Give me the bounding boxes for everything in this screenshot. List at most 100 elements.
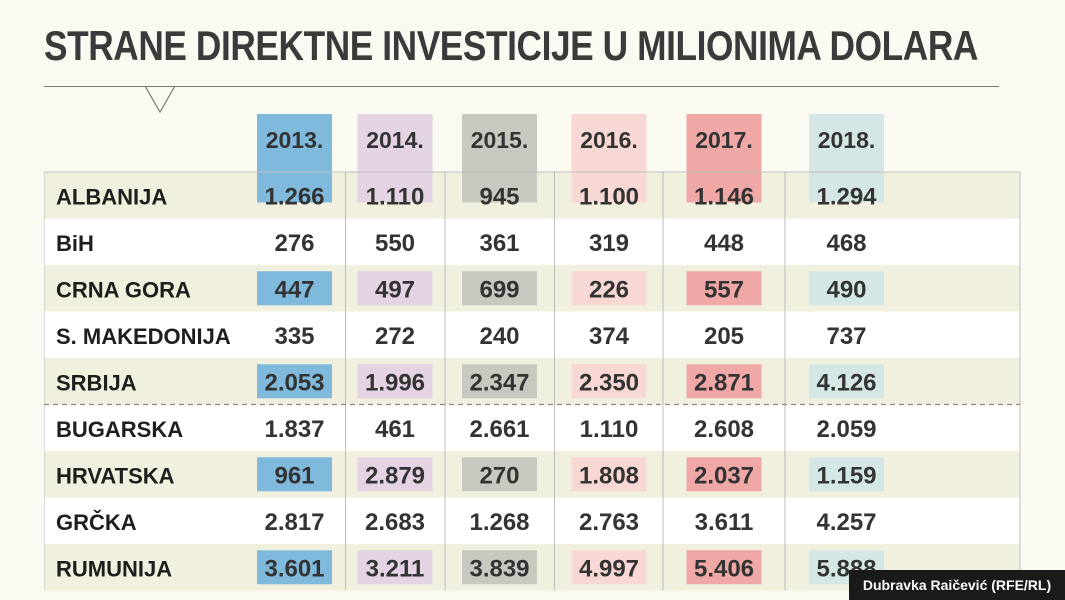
value-cell: 3.601 — [264, 555, 324, 582]
value-cell: 1.110 — [366, 183, 425, 210]
value-cell: 4.257 — [816, 509, 876, 536]
title-rule — [44, 86, 999, 87]
value-cell-highlight — [357, 364, 433, 399]
year-header: 2015. — [471, 127, 529, 153]
value-cell-highlight — [571, 271, 647, 306]
value-cell-highlight — [571, 364, 647, 399]
year-header: 2013. — [266, 127, 324, 153]
value-cell: 490 — [826, 276, 866, 303]
value-cell: 1.159 — [816, 462, 876, 489]
investment-table: 2013. 2014. 2015. 2016. 2017. 2018. ALBANIJA 1.… — [44, 114, 1021, 591]
value-cell: 1.146 — [694, 183, 754, 210]
value-cell: 737 — [826, 323, 866, 350]
table-row — [44, 218, 1020, 265]
value-cell: 2.683 — [365, 509, 425, 536]
value-cell: 497 — [375, 276, 415, 303]
title-pointer — [145, 86, 176, 114]
year-header-highlight — [686, 114, 762, 203]
year-header: 2018. — [818, 127, 876, 153]
value-cell: 205 — [704, 323, 744, 350]
value-cell-highlight — [257, 457, 332, 492]
country-label: S. MAKEDONIJA — [56, 324, 231, 349]
country-label: SRBIJA — [56, 370, 137, 395]
value-cell: 550 — [375, 230, 415, 257]
value-cell-highlight — [357, 550, 433, 585]
country-label: RUMUNIJA — [56, 556, 172, 581]
country-label: CRNA GORA — [56, 277, 191, 302]
value-cell: 272 — [375, 323, 415, 350]
value-cell: 1.110 — [580, 416, 639, 443]
value-cell: 1.100 — [579, 183, 639, 210]
value-cell: 319 — [589, 230, 629, 257]
value-cell-highlight — [571, 550, 647, 585]
value-cell: 3.611 — [695, 509, 754, 536]
value-cell-highlight — [686, 550, 762, 585]
value-cell: 2.059 — [816, 416, 876, 443]
value-cell: 961 — [274, 462, 314, 489]
value-cell: 361 — [479, 230, 519, 257]
value-cell: 270 — [479, 462, 519, 489]
value-cell: 1.266 — [264, 183, 324, 210]
table-row — [44, 311, 1020, 358]
value-cell: 1.837 — [264, 416, 324, 443]
value-cell-highlight — [809, 271, 884, 306]
value-cell: 468 — [826, 230, 866, 257]
value-cell: 5.406 — [694, 555, 754, 582]
value-cell-highlight — [809, 457, 884, 492]
value-cell: 461 — [375, 416, 415, 443]
year-header-highlight — [257, 114, 332, 203]
value-cell-highlight — [257, 550, 332, 585]
value-cell-highlight — [809, 364, 884, 399]
value-cell: 1.294 — [816, 183, 877, 210]
value-cell: 1.268 — [469, 509, 529, 536]
year-header: 2017. — [695, 127, 753, 153]
table-row — [44, 404, 1020, 451]
value-cell: 699 — [479, 276, 519, 303]
value-cell-highlight — [686, 271, 762, 306]
country-label: BiH — [56, 231, 94, 256]
value-cell-highlight — [686, 364, 762, 399]
value-cell: 2.871 — [694, 369, 754, 396]
value-cell-highlight — [462, 457, 537, 492]
value-cell: 3.839 — [469, 555, 529, 582]
value-cell: 448 — [704, 230, 744, 257]
photo-credit: Dubravka Raičević (RFE/RL) — [849, 570, 1065, 600]
value-cell: 4.126 — [816, 369, 876, 396]
value-cell: 3.211 — [366, 555, 425, 582]
year-header: 2016. — [580, 127, 638, 153]
value-cell: 374 — [589, 323, 630, 350]
country-label: BUGARSKA — [56, 417, 183, 442]
year-header-highlight — [571, 114, 647, 203]
value-cell-highlight — [462, 364, 537, 399]
value-cell: 2.879 — [365, 462, 425, 489]
value-cell: 2.037 — [694, 462, 754, 489]
value-cell-highlight — [462, 550, 537, 585]
value-cell: 2.817 — [264, 509, 324, 536]
value-cell: 2.347 — [469, 369, 529, 396]
value-cell: 2.350 — [579, 369, 639, 396]
value-cell: 240 — [479, 323, 519, 350]
value-cell-highlight — [357, 457, 433, 492]
value-cell: 447 — [274, 276, 314, 303]
value-cell-highlight — [257, 271, 332, 306]
value-cell-highlight — [357, 271, 433, 306]
value-cell-highlight — [571, 457, 647, 492]
value-cell: 2.608 — [694, 416, 754, 443]
year-header-highlight — [462, 114, 537, 203]
value-cell: 945 — [479, 183, 519, 210]
value-cell-highlight — [462, 271, 537, 306]
country-label: HRVATSKA — [56, 463, 175, 488]
value-cell: 276 — [274, 230, 314, 257]
country-label: GRČKA — [56, 510, 137, 535]
table-row — [44, 497, 1020, 544]
value-cell-highlight — [257, 364, 332, 399]
value-cell: 1.808 — [579, 462, 639, 489]
year-header: 2014. — [366, 127, 424, 153]
value-cell: 2.053 — [264, 369, 324, 396]
year-header-highlight — [357, 114, 433, 203]
value-cell: 2.661 — [469, 416, 529, 443]
chart-title: STRANE DIREKTNE INVESTICIJE U MILIONIMA … — [44, 22, 978, 69]
country-label: ALBANIJA — [56, 184, 167, 209]
value-cell: 335 — [274, 323, 314, 350]
value-cell: 226 — [589, 276, 629, 303]
